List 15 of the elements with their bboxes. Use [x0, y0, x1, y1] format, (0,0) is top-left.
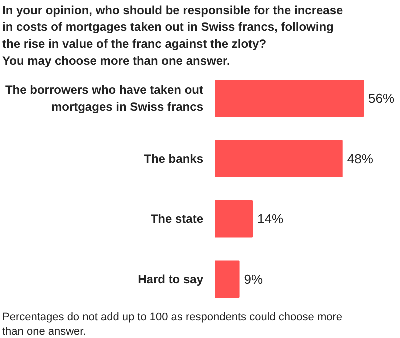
bar — [216, 260, 240, 298]
text: You may choose more than one answer. — [2, 54, 230, 68]
data-label: 48% — [347, 151, 374, 166]
text: Percentages do not add up to 100 as respondents could choose more than one answer. — [2, 312, 343, 338]
data-label: 9% — [244, 272, 264, 287]
y-tick-label: The banks — [144, 152, 204, 166]
chart-title: In your opinion, who should be responsible for the increase in costs of mortgages taken out in Swiss francs, following the rise in value of the franc against the zloty? — [2, 3, 344, 51]
bar — [216, 200, 253, 238]
data-label: 14% — [258, 212, 284, 227]
y-tick-label: Hard to say — [138, 272, 204, 286]
bar — [216, 140, 343, 178]
data-label: 56% — [368, 91, 395, 106]
y-tick-label: The borrowers who have taken out mortgages in Swiss francs — [5, 83, 204, 114]
y-tick-label: The state — [150, 212, 204, 226]
bar — [216, 80, 364, 118]
